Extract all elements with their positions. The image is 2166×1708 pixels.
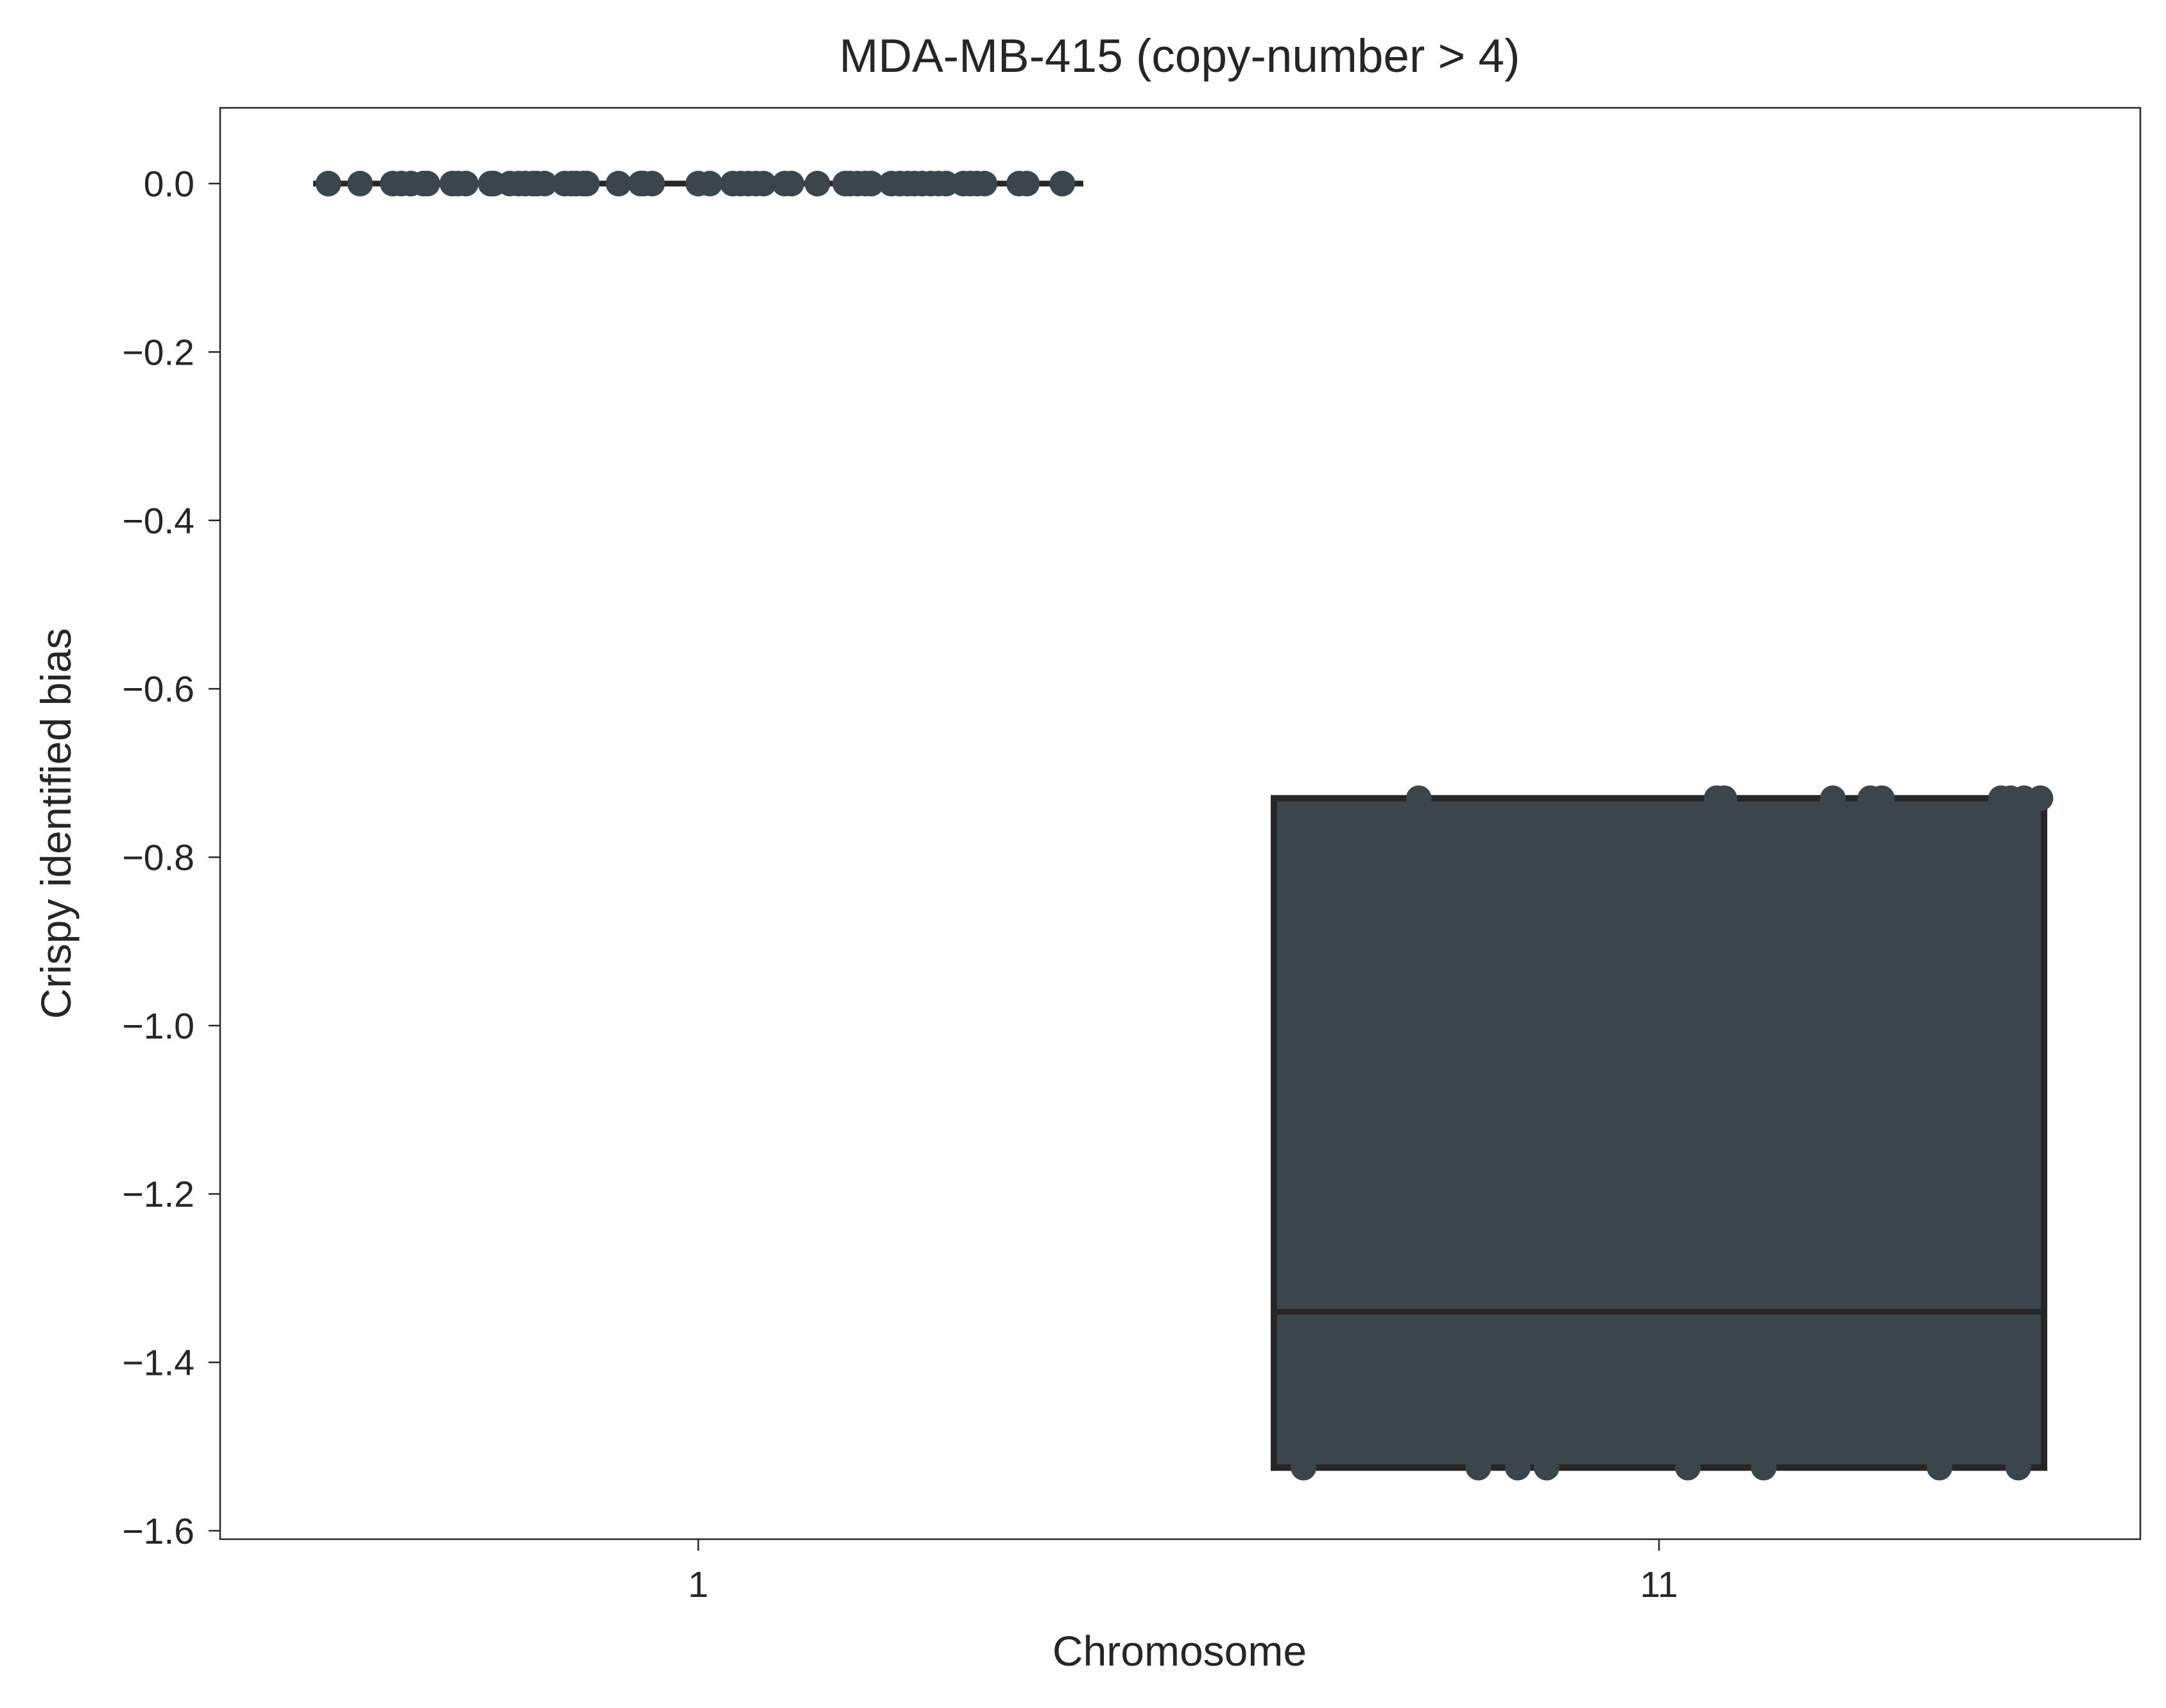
data-point: [2027, 785, 2054, 811]
data-point: [972, 171, 998, 197]
data-point: [1504, 1454, 1531, 1481]
data-point: [1291, 1454, 1317, 1481]
data-point: [1711, 785, 1737, 811]
x-tick-label: 1: [688, 1564, 709, 1605]
data-point: [1049, 171, 1076, 197]
data-point: [750, 171, 777, 197]
data-point: [315, 171, 341, 197]
plot-frame: [219, 107, 2142, 1540]
data-point: [1013, 171, 1040, 197]
data-point: [574, 171, 600, 197]
y-tick-label: −0.8: [122, 837, 194, 878]
y-tick-label: −1.6: [122, 1511, 194, 1552]
box: [1271, 795, 2047, 1471]
data-point: [414, 171, 440, 197]
data-point: [639, 171, 666, 197]
data-point: [2005, 1454, 2031, 1481]
y-tick-label: −1.4: [122, 1343, 194, 1384]
data-point: [778, 171, 805, 197]
y-tick-label: −0.4: [122, 501, 194, 542]
x-tick-label: 11: [1640, 1564, 1678, 1605]
data-point: [1674, 1454, 1701, 1481]
data-point: [1927, 1454, 1953, 1481]
data-point: [1533, 1454, 1560, 1481]
data-point: [696, 171, 723, 197]
y-tick-label: −1.2: [122, 1174, 194, 1215]
y-axis-label: Crispy identified bias: [32, 628, 80, 1019]
y-tick-label: −0.6: [122, 669, 194, 710]
data-point: [1869, 785, 1895, 811]
data-point: [858, 171, 884, 197]
data-point: [804, 171, 830, 197]
chart-title: MDA-MB-415 (copy-number > 4): [839, 30, 1520, 82]
y-tick-label: −1.0: [122, 1006, 194, 1047]
y-tick-label: −0.2: [122, 332, 194, 373]
data-point: [605, 171, 632, 197]
x-axis-label: Chromosome: [1053, 1627, 1307, 1675]
y-tick-label: 0.0: [144, 164, 194, 205]
data-point: [1751, 1454, 1777, 1481]
data-point: [347, 171, 374, 197]
data-point: [1405, 785, 1432, 811]
data-point: [1465, 1454, 1491, 1481]
data-point: [1819, 785, 1846, 811]
data-point: [452, 171, 479, 197]
data-point: [531, 171, 558, 197]
plot-area: 0.0−0.2−0.4−0.6−0.8−1.0−1.2−1.4−1.61 11: [122, 107, 2142, 1605]
